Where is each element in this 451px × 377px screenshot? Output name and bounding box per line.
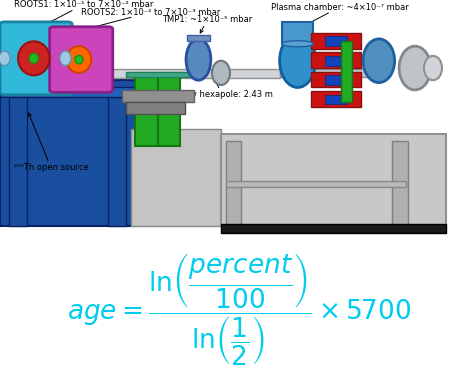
FancyBboxPatch shape	[187, 35, 210, 41]
FancyBboxPatch shape	[50, 27, 113, 92]
FancyBboxPatch shape	[158, 73, 180, 146]
Ellipse shape	[186, 39, 211, 80]
FancyBboxPatch shape	[325, 75, 347, 85]
FancyBboxPatch shape	[0, 80, 135, 226]
Ellipse shape	[60, 51, 71, 66]
FancyBboxPatch shape	[341, 41, 352, 102]
Text: ROOTS2: 1×10⁻² to 7×10⁻³ mbar: ROOTS2: 1×10⁻² to 7×10⁻³ mbar	[80, 8, 221, 31]
Text: if-only hexapole: 2.43 m: if-only hexapole: 2.43 m	[171, 78, 273, 99]
FancyBboxPatch shape	[108, 97, 126, 226]
FancyBboxPatch shape	[221, 224, 446, 233]
FancyBboxPatch shape	[311, 72, 361, 87]
FancyBboxPatch shape	[0, 87, 135, 97]
FancyBboxPatch shape	[135, 73, 158, 146]
FancyBboxPatch shape	[311, 33, 361, 49]
Text: ²²⁰Th open source: ²²⁰Th open source	[14, 113, 88, 172]
FancyBboxPatch shape	[126, 102, 185, 114]
FancyBboxPatch shape	[325, 95, 347, 104]
Text: $\mathit{age} = \dfrac{\ln\!\left(\dfrac{\mathit{percent}}{100}\right)}{\ln\!\le: $\mathit{age} = \dfrac{\ln\!\left(\dfrac…	[67, 252, 411, 368]
FancyBboxPatch shape	[325, 56, 347, 66]
Ellipse shape	[212, 61, 230, 85]
FancyBboxPatch shape	[122, 90, 194, 102]
FancyBboxPatch shape	[226, 141, 241, 226]
Ellipse shape	[29, 54, 38, 63]
Ellipse shape	[0, 51, 10, 66]
Ellipse shape	[282, 41, 313, 47]
FancyBboxPatch shape	[131, 129, 221, 226]
FancyBboxPatch shape	[221, 134, 446, 226]
FancyBboxPatch shape	[90, 69, 280, 78]
Ellipse shape	[424, 56, 442, 80]
FancyBboxPatch shape	[0, 22, 72, 95]
FancyBboxPatch shape	[226, 181, 406, 187]
Ellipse shape	[67, 46, 91, 73]
Text: TMP1: ~1×10⁻⁵ mbar: TMP1: ~1×10⁻⁵ mbar	[162, 15, 253, 33]
FancyBboxPatch shape	[311, 91, 361, 107]
FancyBboxPatch shape	[325, 37, 347, 46]
FancyBboxPatch shape	[282, 22, 313, 44]
FancyBboxPatch shape	[9, 97, 27, 226]
Text: ROOTS1: 1×10⁻¹ to 7×10⁻² mbar: ROOTS1: 1×10⁻¹ to 7×10⁻² mbar	[14, 0, 153, 30]
Ellipse shape	[18, 41, 50, 75]
Ellipse shape	[280, 34, 316, 87]
Ellipse shape	[75, 55, 83, 64]
Ellipse shape	[363, 39, 395, 83]
FancyBboxPatch shape	[126, 72, 194, 77]
FancyBboxPatch shape	[311, 52, 361, 68]
Text: Plasma chamber: ~4×10⁻⁷ mbar: Plasma chamber: ~4×10⁻⁷ mbar	[271, 3, 408, 25]
FancyBboxPatch shape	[392, 141, 408, 226]
Ellipse shape	[399, 46, 431, 90]
FancyBboxPatch shape	[280, 69, 379, 77]
